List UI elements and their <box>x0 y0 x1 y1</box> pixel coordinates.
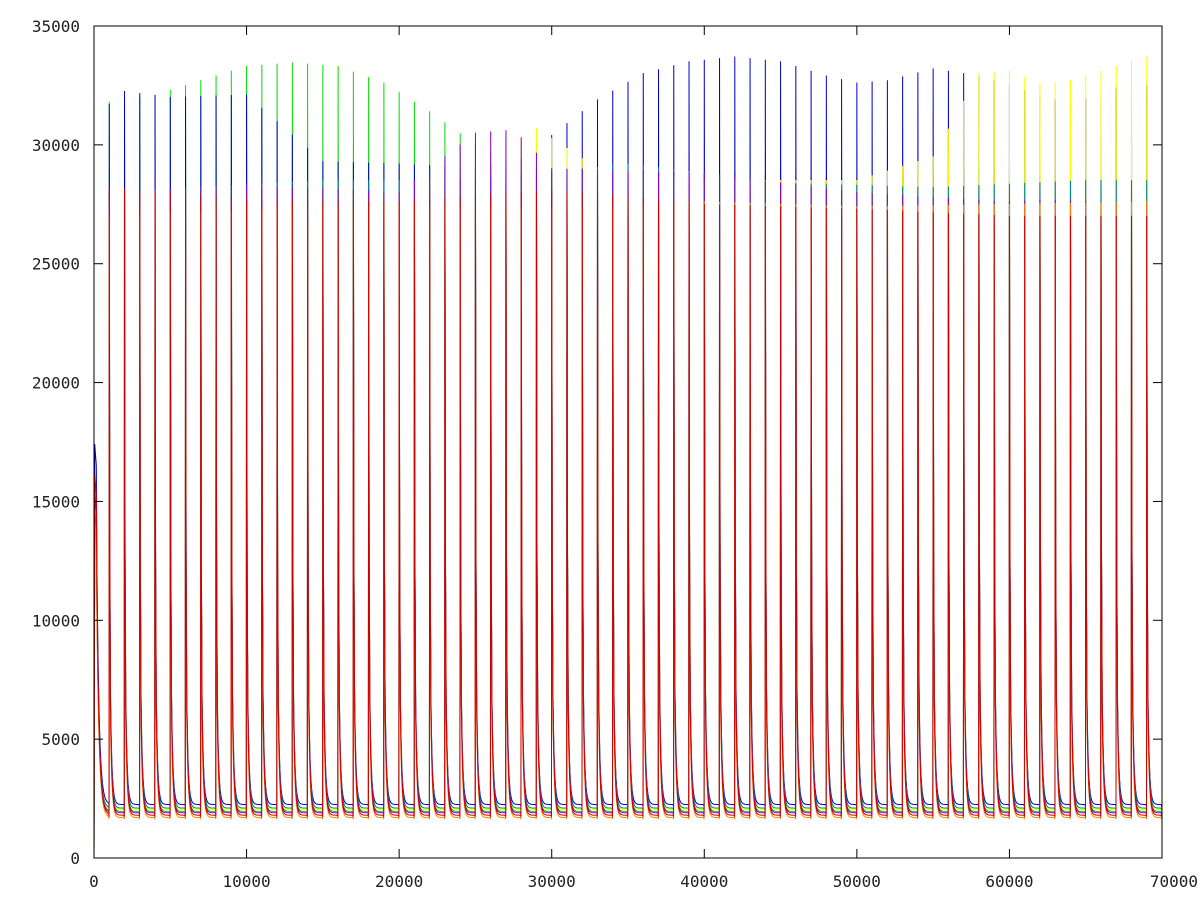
y-tick-label: 15000 <box>32 492 80 511</box>
label-layer: 0 10000 20000 30000 40000 50000 60000 70000 0 500… <box>32 17 1198 891</box>
series-layer <box>93 56 1163 859</box>
x-tick-label: 50000 <box>833 872 881 891</box>
y-tick-label: 25000 <box>32 255 80 274</box>
y-tick-label: 35000 <box>32 17 80 36</box>
y-tick-label: 10000 <box>32 611 80 630</box>
x-tick-label: 20000 <box>375 872 423 891</box>
y-tick-label: 30000 <box>32 136 80 155</box>
y-tick-label: 5000 <box>41 730 80 749</box>
tick-layer <box>93 25 1163 859</box>
series-line-7 <box>93 187 1163 859</box>
x-tick-label: 30000 <box>528 872 576 891</box>
series-line-6 <box>93 201 1163 859</box>
x-tick-label: 10000 <box>222 872 270 891</box>
plot-frame <box>93 25 1163 859</box>
x-tick-label: 0 <box>89 872 99 891</box>
x-tick-label: 60000 <box>985 872 1033 891</box>
y-tick-label: 0 <box>70 849 80 868</box>
series-6 <box>93 201 1163 859</box>
x-tick-label: 40000 <box>680 872 728 891</box>
series-7 <box>93 187 1163 859</box>
y-tick-label: 20000 <box>32 374 80 393</box>
x-tick-label: 70000 <box>1150 872 1198 891</box>
